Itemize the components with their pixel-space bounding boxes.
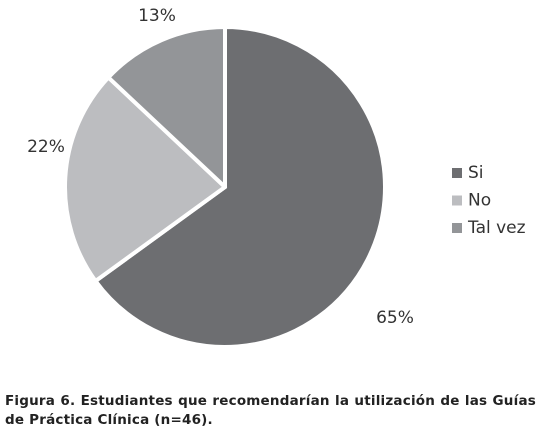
legend-swatch <box>452 195 462 206</box>
pie-slice <box>106 25 227 189</box>
legend-label: Tal vez <box>467 218 526 238</box>
legend-label: No <box>468 191 491 211</box>
chart: 65% 22% 13% Si No Tal vez <box>27 6 526 349</box>
data-label: 65% <box>376 308 414 328</box>
legend-swatch <box>452 168 462 178</box>
legend-swatch <box>452 223 462 233</box>
caption-text: Estudiantes que recomendarían la utiliza… <box>5 393 536 428</box>
data-label: 13% <box>138 6 176 26</box>
caption: Figura 6. Estudiantes que recomendarían … <box>5 392 536 430</box>
legend-label: Si <box>468 163 484 183</box>
pie-slice <box>93 25 387 349</box>
caption-label: Figura 6. <box>5 393 76 409</box>
data-label: 22% <box>27 137 65 157</box>
pie-slice <box>63 75 227 284</box>
